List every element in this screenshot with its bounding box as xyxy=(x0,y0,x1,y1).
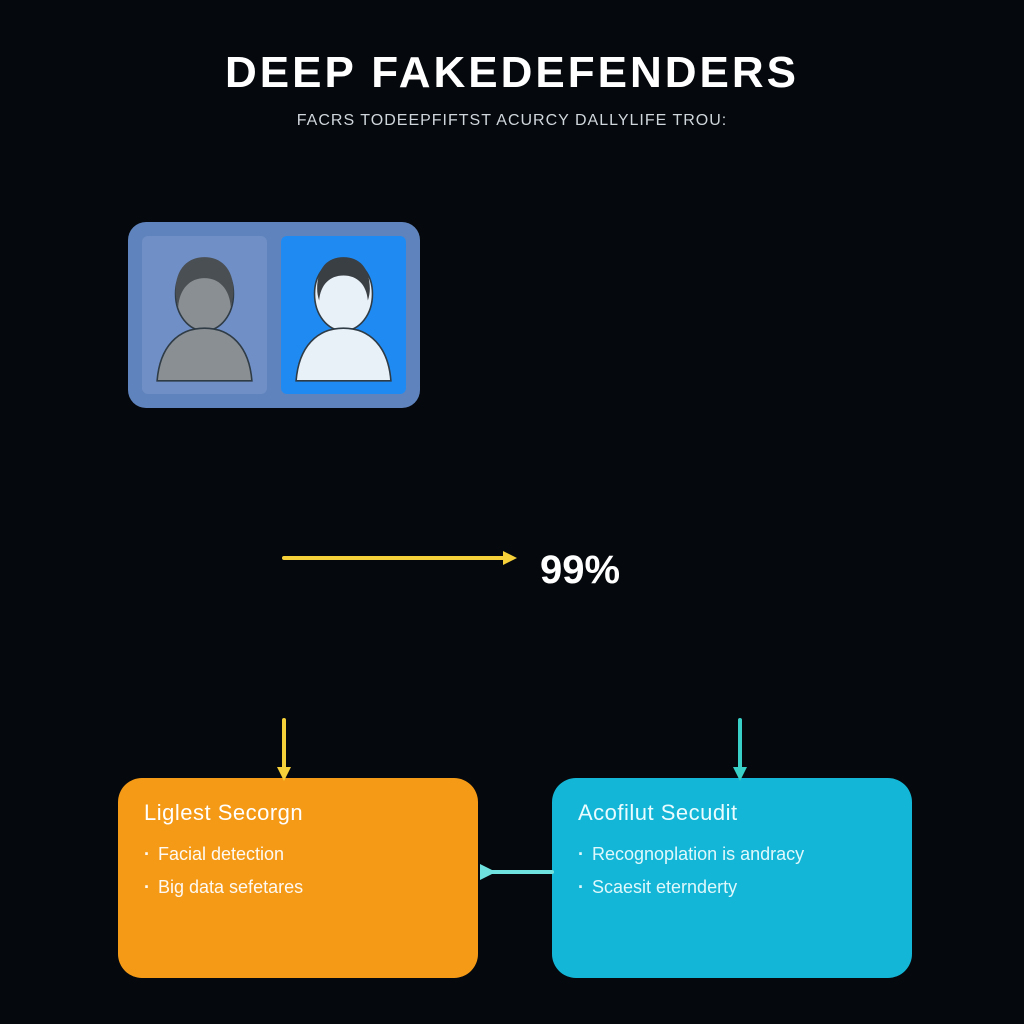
result-card-right-title: Acofilut Secudit xyxy=(578,800,886,826)
accuracy-value: 99% xyxy=(540,548,620,593)
result-card-right: Acofilut Secudit Recognoplation is andra… xyxy=(552,778,912,978)
result-card-left-list: Facial detection Big data sefetares xyxy=(144,844,452,898)
result-card-left-title: Liglest Secorgn xyxy=(144,800,452,826)
list-item: Big data sefetares xyxy=(144,877,452,898)
diagram-stage: DEEP FAKEDEFENDERS FACRS TODEEPFIFTST AC… xyxy=(0,0,1024,1024)
page-title: DEEP FAKEDEFENDERS xyxy=(0,48,1024,98)
portrait-left-icon xyxy=(142,236,267,394)
page-subtitle: FACRS TODEEPFIFTST ACURCY DALLYLIFE TROU… xyxy=(0,112,1024,130)
list-item: Facial detection xyxy=(144,844,452,865)
list-item: Recognoplation is andracy xyxy=(578,844,886,865)
portrait-right-icon xyxy=(281,236,406,394)
list-item: Scaesit eternderty xyxy=(578,877,886,898)
result-card-left: Liglest Secorgn Facial detection Big dat… xyxy=(118,778,478,978)
input-comparison-card xyxy=(128,222,420,408)
result-card-right-list: Recognoplation is andracy Scaesit eternd… xyxy=(578,844,886,898)
